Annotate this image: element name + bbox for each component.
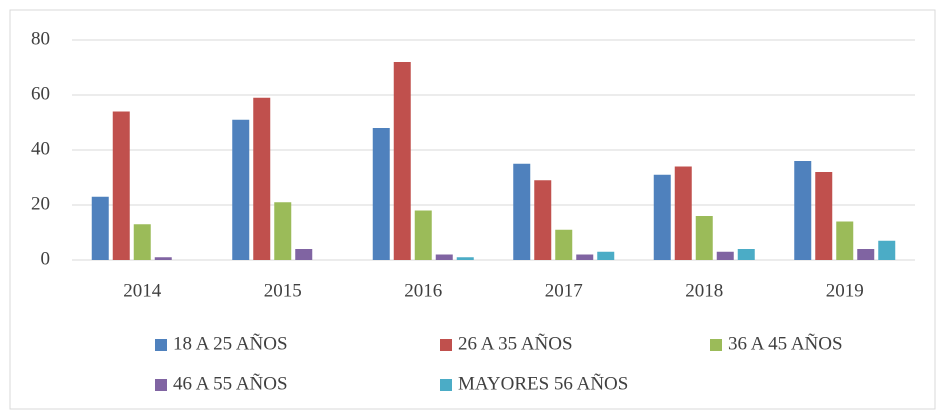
bar — [534, 180, 552, 260]
bar — [435, 254, 453, 260]
bar — [372, 128, 390, 260]
bar — [456, 257, 474, 260]
bar — [112, 111, 130, 260]
y-tick-label: 0 — [41, 248, 51, 269]
bar — [695, 216, 713, 260]
y-tick-label: 20 — [31, 193, 50, 214]
bar — [815, 172, 833, 260]
x-tick-label: 2017 — [545, 280, 583, 301]
legend-swatch — [155, 339, 167, 351]
bar — [737, 249, 755, 260]
legend-swatch — [155, 379, 167, 391]
x-tick-label: 2015 — [264, 280, 302, 301]
y-tick-label: 80 — [31, 28, 50, 49]
legend-swatch — [440, 379, 452, 391]
bar — [794, 161, 812, 260]
bar — [274, 202, 292, 260]
legend-swatch — [710, 339, 722, 351]
legend-label: 18 A 25 AÑOS — [173, 332, 288, 354]
bar — [576, 254, 594, 260]
bar — [716, 251, 734, 260]
bar — [555, 229, 573, 260]
legend-label: 26 A 35 AÑOS — [458, 332, 573, 354]
bar — [133, 224, 151, 260]
bar — [836, 221, 854, 260]
x-tick-label: 2019 — [826, 280, 864, 301]
bar — [653, 174, 671, 260]
bar — [414, 210, 432, 260]
legend-label: MAYORES 56 AÑOS — [458, 372, 628, 394]
legend-label: 36 A 45 AÑOS — [728, 332, 843, 354]
y-tick-label: 60 — [31, 83, 50, 104]
bar — [597, 251, 615, 260]
x-tick-label: 2018 — [685, 280, 723, 301]
x-tick-label: 2014 — [123, 280, 162, 301]
legend-label: 46 A 55 AÑOS — [173, 372, 288, 394]
bar — [513, 163, 531, 260]
bar — [154, 257, 172, 260]
bar — [295, 249, 313, 260]
bar — [232, 119, 250, 260]
bar — [857, 249, 875, 260]
y-tick-label: 40 — [31, 138, 50, 159]
x-tick-label: 2016 — [404, 280, 442, 301]
bar — [878, 240, 896, 260]
bar — [91, 196, 109, 260]
bar — [393, 62, 411, 260]
bar — [253, 97, 271, 260]
bar — [674, 166, 692, 260]
legend-swatch — [440, 339, 452, 351]
